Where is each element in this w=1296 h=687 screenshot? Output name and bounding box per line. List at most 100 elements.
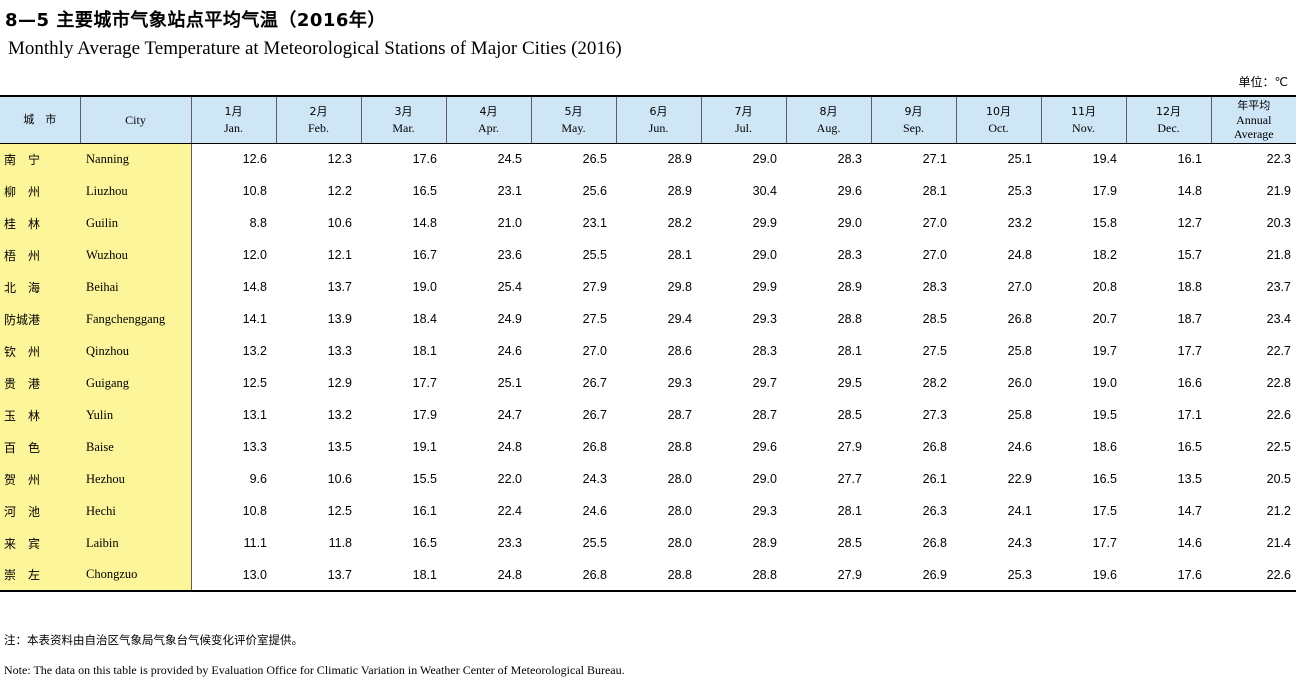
temperature-cell: 28.6 [667, 344, 692, 358]
temperature-cell: 26.3 [922, 504, 947, 518]
temperature-cell: 28.5 [837, 408, 862, 422]
temperature-cell: 16.5 [1092, 472, 1117, 486]
temperature-cell: 26.7 [582, 408, 607, 422]
temperature-cell: 11.8 [328, 536, 352, 550]
header-month-4: 4月 Apr. [446, 95, 532, 144]
table-body: 南 宁 Nanning 12.6 12.3 17.6 24.5 26.5 28.9 29.0 28… [0, 143, 1296, 592]
temperature-cell: 13.2 [242, 344, 267, 358]
temperature-cell: 29.3 [752, 312, 777, 326]
table-row: 来 宾 Laibin 11.1 11.8 16.5 23.3 25.5 28.0 28.9 28.… [0, 527, 1296, 559]
temperature-cell: 28.9 [667, 152, 692, 167]
city-name-cn: 贵 港 [0, 367, 80, 399]
temperature-cell: 14.8 [412, 216, 437, 230]
temperature-cell: 15.7 [1177, 248, 1202, 262]
temperature-cell: 13.7 [327, 280, 352, 294]
header-month-10: 10月 Oct. [956, 95, 1042, 144]
temperature-cell: 22.0 [497, 472, 522, 486]
temperature-cell: 23.1 [582, 216, 607, 230]
temperature-cell: 26.8 [922, 536, 947, 550]
city-name-en: Chongzuo [80, 559, 192, 592]
temperature-cell: 28.9 [752, 536, 777, 550]
temperature-cell: 27.1 [922, 152, 947, 167]
temperature-cell: 12.1 [327, 248, 352, 262]
temperature-cell: 25.1 [1007, 152, 1032, 167]
temperature-cell: 27.7 [837, 472, 862, 486]
annual-average-cell: 22.6 [1266, 408, 1291, 422]
temperature-cell: 17.9 [1092, 184, 1117, 198]
temperature-cell: 29.9 [752, 280, 777, 294]
temperature-cell: 26.8 [531, 559, 616, 592]
header-city-en: City [80, 95, 192, 144]
table-row: 防城港 Fangchenggang 14.1 13.9 18.4 24.9 27.5 29.4… [0, 303, 1296, 335]
unit-label: 单位：℃ [1238, 75, 1288, 89]
temperature-cell: 17.1 [1177, 408, 1202, 422]
temperature-cell: 29.6 [752, 440, 777, 454]
temperature-cell: 29.0 [837, 216, 862, 230]
temperature-cell: 21.0 [497, 216, 522, 230]
temperature-cell: 26.9 [871, 559, 956, 592]
temperature-cell: 19.5 [1092, 408, 1117, 422]
city-name-cn: 南 宁 [0, 143, 80, 175]
table-row: 钦 州 Qinzhou 13.2 13.3 18.1 24.6 27.0 28.6 28.3 28… [0, 335, 1296, 367]
temperature-cell: 28.1 [837, 344, 862, 358]
city-name-en: Yulin [80, 399, 192, 431]
temperature-cell: 25.6 [582, 184, 607, 198]
annual-average-cell: 20.3 [1266, 216, 1291, 230]
annual-average-cell: 21.2 [1266, 504, 1291, 518]
temperature-cell: 24.6 [497, 344, 522, 358]
temperature-cell: 13.5 [1177, 472, 1202, 486]
note-en: Note: The data on this table is provided… [4, 663, 625, 677]
table-row: 南 宁 Nanning 12.6 12.3 17.6 24.5 26.5 28.9 29.0 28… [0, 143, 1296, 175]
header-month-9: 9月 Sep. [871, 95, 957, 144]
city-name-cn: 百 色 [0, 431, 80, 463]
temperature-cell: 23.3 [497, 536, 522, 550]
temperature-cell: 11.1 [243, 536, 267, 550]
temperature-cell: 14.6 [1177, 536, 1202, 550]
temperature-cell: 13.5 [327, 440, 352, 454]
temperature-cell: 18.4 [412, 312, 437, 326]
temperature-cell: 18.1 [361, 559, 446, 592]
temperature-cell: 18.8 [1177, 280, 1202, 294]
temperature-cell: 12.5 [327, 504, 352, 518]
temperature-cell: 13.2 [327, 408, 352, 422]
temperature-cell: 26.8 [922, 440, 947, 454]
temperature-cell: 27.9 [786, 559, 871, 592]
city-name-cn: 河 池 [0, 495, 80, 527]
table-row: 柳 州 Liuzhou 10.8 12.2 16.5 23.1 25.6 28.9 30.4 29… [0, 175, 1296, 207]
temperature-cell: 12.7 [1177, 216, 1202, 230]
temperature-cell: 13.9 [327, 312, 352, 326]
temperature-cell: 16.1 [412, 504, 437, 518]
header-row: 城 市 City 1月 Jan. 2月 Feb. 3月 Mar. 4月 Apr. 5月 May. 6… [0, 95, 1296, 144]
table-row: 贵 港 Guigang 12.5 12.9 17.7 25.1 26.7 29.3 29.7 29… [0, 367, 1296, 399]
page-title-en: Monthly Average Temperature at Meteorolo… [8, 38, 622, 59]
temperature-cell: 24.3 [1007, 536, 1032, 550]
temperature-cell: 18.6 [1092, 440, 1117, 454]
temperature-cell: 29.6 [837, 184, 862, 198]
city-name-en: Qinzhou [80, 335, 192, 367]
table-row: 梧 州 Wuzhou 12.0 12.1 16.7 23.6 25.5 28.1 29.0 28.… [0, 239, 1296, 271]
temperature-cell: 14.1 [242, 312, 267, 326]
temperature-cell: 15.8 [1092, 216, 1117, 230]
temperature-cell: 24.9 [497, 312, 522, 326]
header-city-cn: 城 市 [0, 95, 81, 144]
annual-average-cell: 20.5 [1266, 472, 1291, 486]
temperature-cell: 20.7 [1092, 312, 1117, 326]
city-name-cn: 桂 林 [0, 207, 80, 239]
temperature-cell: 16.1 [1177, 152, 1202, 167]
temperature-cell: 25.3 [956, 559, 1041, 592]
temperature-cell: 25.8 [1007, 344, 1032, 358]
temperature-cell: 28.3 [837, 248, 862, 262]
table-row: 桂 林 Guilin 8.8 10.6 14.8 21.0 23.1 28.2 29.9 29.0… [0, 207, 1296, 239]
table-row: 河 池 Hechi 10.8 12.5 16.1 22.4 24.6 28.0 29.3 28.1… [0, 495, 1296, 527]
table-row: 崇 左 Chongzuo 13.0 13.7 18.1 24.8 26.8 28.8 28.8 2… [0, 559, 1296, 592]
city-name-cn: 贺 州 [0, 463, 80, 495]
temperature-cell: 25.3 [1007, 184, 1032, 198]
temperature-cell: 24.8 [446, 559, 531, 592]
temperature-cell: 28.8 [667, 440, 692, 454]
annual-average-cell: 22.8 [1266, 376, 1291, 390]
temperature-cell: 29.0 [752, 248, 777, 262]
temperature-cell: 13.7 [276, 559, 361, 592]
temperature-cell: 28.2 [922, 376, 947, 390]
temperature-cell: 22.9 [1007, 472, 1032, 486]
temperature-cell: 26.1 [922, 472, 947, 486]
